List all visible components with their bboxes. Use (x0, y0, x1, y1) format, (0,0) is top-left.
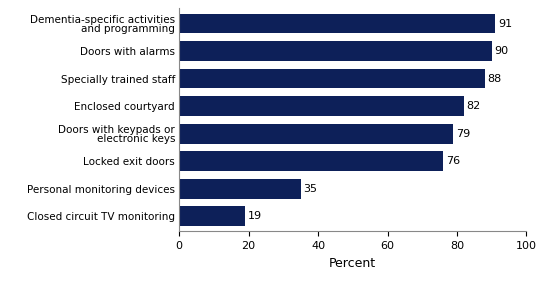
Bar (179, 151, 443, 171)
Text: 76: 76 (446, 156, 460, 166)
Text: 91: 91 (498, 19, 512, 28)
Text: 88: 88 (488, 74, 502, 83)
Bar (179, 206, 245, 226)
Bar (179, 69, 485, 89)
Bar (179, 179, 301, 199)
Text: 35: 35 (304, 184, 318, 194)
Text: 90: 90 (494, 46, 508, 56)
Bar (179, 41, 492, 61)
Bar (179, 14, 495, 34)
X-axis label: Percent: Percent (329, 257, 376, 270)
Text: 19: 19 (248, 211, 262, 221)
Bar (179, 124, 454, 144)
Bar (179, 96, 464, 116)
Text: 82: 82 (466, 101, 481, 111)
Text: 79: 79 (456, 129, 470, 138)
